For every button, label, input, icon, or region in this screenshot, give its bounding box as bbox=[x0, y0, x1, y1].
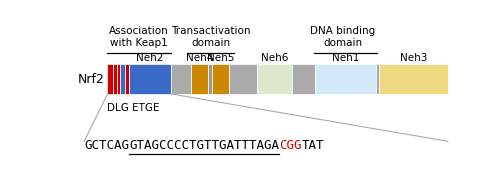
Text: DLG ETGE: DLG ETGE bbox=[107, 103, 160, 113]
Text: Neh1: Neh1 bbox=[331, 53, 359, 63]
Bar bbox=[212, 65, 229, 94]
Bar bbox=[292, 65, 314, 94]
Text: Neh3: Neh3 bbox=[399, 53, 426, 63]
Text: Neh6: Neh6 bbox=[261, 53, 288, 63]
Text: Nrf2: Nrf2 bbox=[78, 73, 105, 86]
Bar bbox=[191, 65, 208, 94]
Bar bbox=[314, 65, 376, 94]
Text: Neh2: Neh2 bbox=[136, 53, 163, 63]
Bar bbox=[113, 65, 117, 94]
Text: Neh4: Neh4 bbox=[186, 53, 213, 63]
Bar bbox=[117, 65, 120, 94]
Text: DNA binding
domain: DNA binding domain bbox=[310, 26, 375, 48]
Bar bbox=[229, 65, 257, 94]
Text: Neh5: Neh5 bbox=[206, 53, 234, 63]
Text: Transactivation
domain: Transactivation domain bbox=[170, 26, 250, 48]
Text: TAT: TAT bbox=[301, 139, 324, 152]
Bar bbox=[120, 65, 125, 94]
Text: Association
with Keap1: Association with Keap1 bbox=[109, 26, 168, 48]
Bar bbox=[107, 65, 112, 94]
Bar bbox=[170, 65, 191, 94]
Text: GCTCAG: GCTCAG bbox=[84, 139, 129, 152]
Bar bbox=[376, 65, 379, 94]
Bar bbox=[257, 65, 292, 94]
Bar bbox=[208, 65, 212, 94]
Bar bbox=[125, 65, 129, 94]
Text: CGG: CGG bbox=[279, 139, 301, 152]
Text: GTAGCCCCTGTTGATTTAGA: GTAGCCCCTGTTGATTTAGA bbox=[129, 139, 279, 152]
Bar bbox=[129, 65, 170, 94]
Bar bbox=[379, 65, 447, 94]
